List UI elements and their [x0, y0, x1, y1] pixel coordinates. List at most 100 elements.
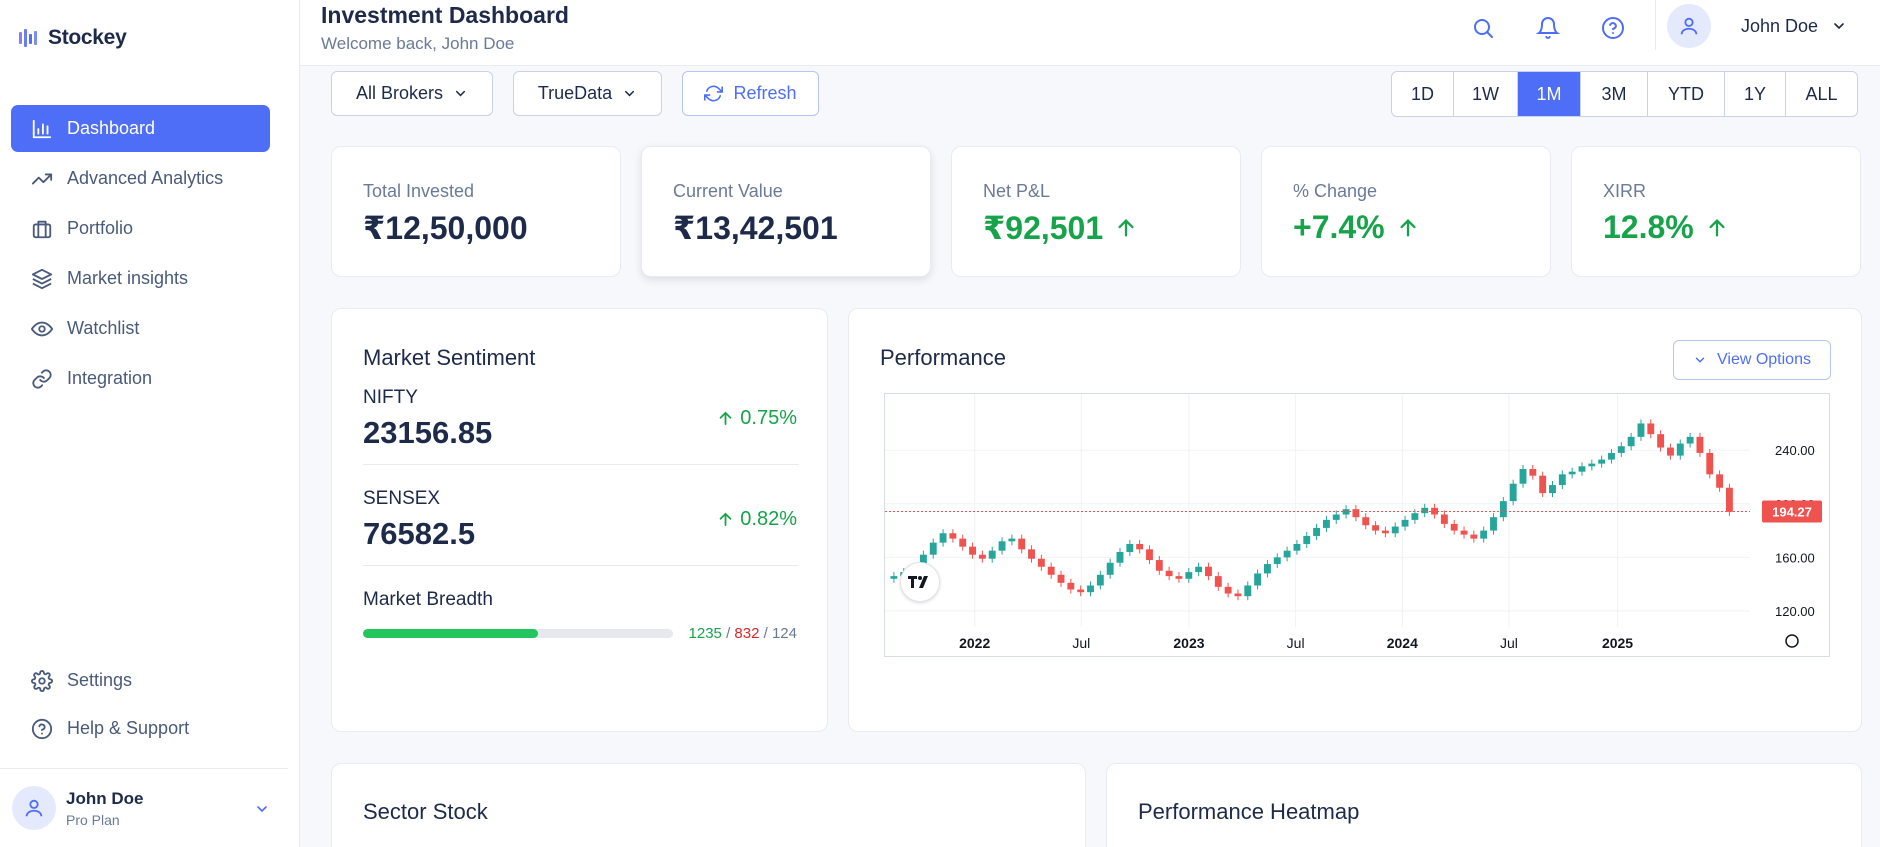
candle-body [1539, 475, 1547, 494]
index-name-nifty: NIFTY [363, 387, 418, 408]
trending-up-icon [31, 173, 53, 184]
advancing-count: 1235 [688, 625, 722, 642]
candle-body [1322, 519, 1330, 528]
sidebar-item-label: Watchlist [67, 318, 140, 338]
help-button[interactable] [1597, 12, 1629, 44]
header-divider [1655, 0, 1656, 50]
index-change-text: 0.75% [740, 407, 797, 429]
stat-value-text: 12.8% [1603, 209, 1694, 245]
period-3m[interactable]: 3M [1581, 72, 1648, 116]
bell-icon [1536, 17, 1560, 39]
sidebar-item-watchlist[interactable]: Watchlist [11, 305, 270, 352]
period-1d[interactable]: 1D [1392, 72, 1454, 116]
sidebar-user-card[interactable]: John Doe Pro Plan [0, 768, 288, 847]
candle-body [1244, 585, 1252, 597]
candle-body [978, 554, 986, 559]
candle-body [1214, 576, 1222, 587]
candle-body [1588, 463, 1596, 467]
candle-body [1008, 538, 1016, 542]
notifications-button[interactable] [1532, 12, 1564, 44]
candle-body [1440, 514, 1448, 524]
data-source-select-value: TrueData [537, 83, 613, 103]
candle-body [1617, 446, 1625, 453]
period-1y[interactable]: 1Y [1725, 72, 1786, 116]
candle-body [1126, 543, 1134, 553]
stat-value-text: ₹92,501 [983, 210, 1104, 246]
data-source-select[interactable]: TrueData [513, 71, 662, 116]
period-1m[interactable]: 1M [1518, 72, 1581, 116]
y-tick-label: 240.00 [1775, 443, 1815, 458]
candle-body [1470, 534, 1478, 539]
stat-label: XIRR [1603, 181, 1647, 201]
view-options-button[interactable]: View Options [1673, 340, 1831, 380]
candle-body [1037, 558, 1045, 567]
unchanged-count: 124 [771, 625, 797, 642]
header-user-name[interactable]: John Doe [1741, 16, 1819, 36]
performance-heatmap-panel: Performance Heatmap [1106, 763, 1862, 847]
tradingview-logo[interactable] [900, 562, 940, 602]
sidebar-nav: Dashboard Advanced Analytics Portfolio M… [11, 105, 270, 405]
sidebar-item-help-support[interactable]: Help & Support [11, 706, 270, 751]
arrow-up-icon [1118, 219, 1134, 237]
header-avatar[interactable] [1667, 4, 1711, 48]
performance-chart[interactable]: 120.00160.00200.00240.002022Jul2023Jul20… [884, 393, 1830, 657]
avatar [12, 786, 56, 830]
candle-body [1716, 474, 1724, 488]
stat-value: ₹13,42,501 [673, 209, 838, 247]
chevron-down-icon[interactable] [1831, 18, 1847, 34]
chevron-down-icon[interactable] [254, 801, 270, 817]
candle-body [1411, 513, 1419, 520]
search-icon [1474, 19, 1493, 38]
stat-value-text: +7.4% [1293, 209, 1385, 245]
candle-body [1568, 471, 1576, 475]
sidebar-item-settings[interactable]: Settings [11, 658, 270, 703]
page-title: Investment Dashboard [321, 2, 569, 28]
arrow-up-icon [719, 411, 732, 426]
market-breadth-bar [363, 629, 673, 638]
candle-body [1254, 573, 1262, 586]
candle-body [1372, 525, 1380, 531]
x-tick-label: Jul [1072, 635, 1090, 651]
candle-body [1480, 530, 1488, 539]
sidebar-item-advanced-analytics[interactable]: Advanced Analytics [11, 155, 270, 202]
period-selector: 1D 1W 1M 3M YTD 1Y ALL [1391, 71, 1858, 117]
candle-body [1696, 436, 1704, 453]
stat-label: % Change [1293, 181, 1378, 201]
candle-body [1313, 527, 1321, 536]
candle-body [1293, 543, 1301, 551]
bar-chart-icon [32, 119, 52, 138]
candle-body [959, 538, 967, 547]
app-logo[interactable]: Stockey [18, 26, 127, 50]
market-breadth-fill [363, 629, 539, 638]
search-button[interactable] [1467, 12, 1499, 44]
candle-body [939, 533, 947, 543]
candle-body [1146, 549, 1153, 561]
candle-body [1195, 566, 1203, 573]
period-all[interactable]: ALL [1805, 83, 1838, 104]
candle-body [1450, 523, 1458, 531]
candle-body [1057, 574, 1065, 583]
period-ytd[interactable]: YTD [1648, 72, 1725, 116]
candle-body [1627, 436, 1635, 447]
view-options-label: View Options [1717, 351, 1811, 368]
sidebar-item-market-insights[interactable]: Market insights [11, 255, 270, 302]
candle-body [1165, 570, 1173, 577]
sidebar-item-dashboard[interactable]: Dashboard [11, 105, 270, 152]
candle-body [1028, 549, 1035, 559]
candle-body [1096, 574, 1104, 586]
refresh-button[interactable]: Refresh [682, 71, 819, 116]
candle-body [1352, 509, 1360, 518]
sidebar-item-integration[interactable]: Integration [11, 355, 270, 402]
stat-label: Net P&L [983, 181, 1051, 201]
panel-title: Market Sentiment [363, 345, 536, 370]
candle-body [1391, 526, 1399, 534]
candle-body [949, 533, 957, 539]
x-tick-label: 2024 [1387, 635, 1418, 651]
sidebar-item-portfolio[interactable]: Portfolio [11, 205, 270, 252]
candle-body [1263, 564, 1271, 574]
period-1w[interactable]: 1W [1454, 72, 1518, 116]
chart-settings-icon [1785, 634, 1799, 648]
candle-body [1578, 466, 1586, 472]
broker-select[interactable]: All Brokers [331, 71, 493, 116]
panel-title: Performance Heatmap [1138, 799, 1360, 824]
